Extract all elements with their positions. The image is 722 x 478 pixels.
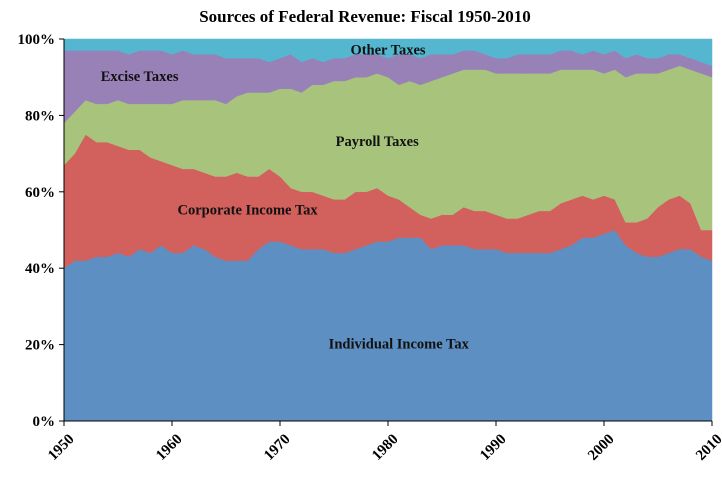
y-tick-label: 100% (18, 32, 56, 48)
y-tick-label: 60% (25, 185, 55, 201)
x-tick-label: 2010 (693, 431, 722, 464)
x-tick-label: 1990 (477, 431, 510, 464)
x-tick-label: 1980 (369, 431, 402, 464)
x-tick-label: 1950 (45, 431, 78, 464)
series-label-payroll-taxes: Payroll Taxes (336, 134, 419, 150)
chart-title: Sources of Federal Revenue: Fiscal 1950-… (199, 7, 531, 26)
series-label-other-taxes: Other Taxes (350, 42, 425, 58)
y-tick-label: 40% (25, 261, 55, 277)
series-label-corporate-income-tax: Corporate Income Tax (178, 203, 319, 219)
area-layers (63, 38, 713, 422)
series-labels: Individual Income Tax Corporate Income Ta… (101, 42, 470, 352)
x-tick-label: 1970 (261, 431, 294, 464)
axes: 0% 20% 40% 60% 80% 100% 1950 1960 1970 1980 1990 20… (18, 32, 722, 464)
series-label-excise-taxes: Excise Taxes (101, 69, 179, 85)
y-tick-label: 0% (33, 414, 56, 430)
x-tick-label: 2000 (585, 431, 618, 464)
x-tick-label: 1960 (153, 431, 186, 464)
area-individual-income-tax (63, 229, 713, 422)
area-other-taxes (63, 38, 713, 67)
series-label-individual-income-tax: Individual Income Tax (329, 336, 470, 352)
y-tick-label: 80% (25, 108, 55, 124)
y-tick-label: 20% (25, 338, 55, 354)
